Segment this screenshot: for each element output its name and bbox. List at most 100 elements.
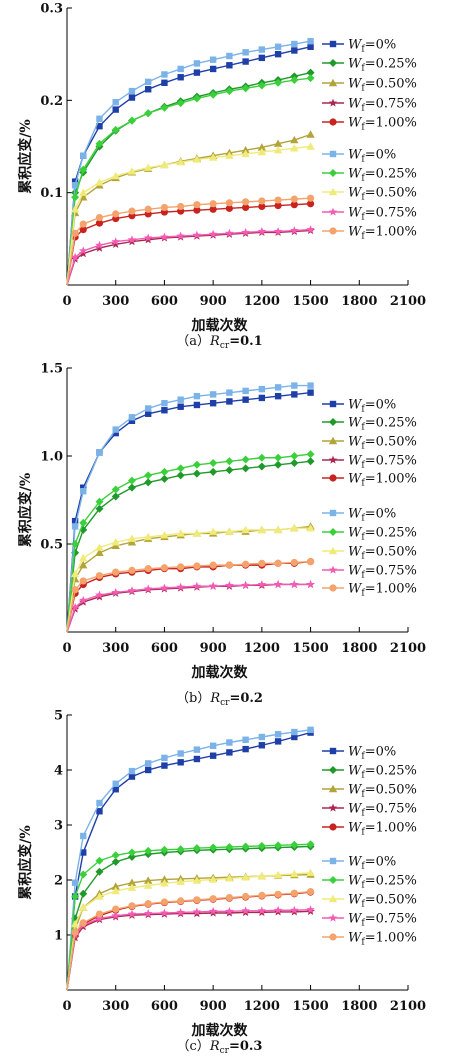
data-point — [273, 145, 283, 154]
data-point — [128, 94, 136, 101]
data-point — [127, 116, 136, 125]
series-6 — [66, 382, 314, 633]
series-10 — [66, 558, 315, 633]
series-line — [66, 145, 311, 286]
data-point — [160, 879, 169, 887]
legend-marker — [329, 40, 337, 48]
data-point — [274, 841, 283, 850]
data-point — [95, 572, 104, 580]
legend-label: Wf=0% — [348, 745, 396, 762]
data-point — [257, 143, 267, 151]
chart-panel-2: 0.5 1.0 1.5 0 300 600 900 1200 1500 1800 2100 加载次数 累… — [17, 362, 426, 709]
data-point — [258, 385, 266, 393]
legend-label: Wf=0% — [348, 148, 396, 165]
data-point — [127, 534, 137, 542]
legend-marker — [328, 436, 338, 445]
legend-label: Wf=0.25% — [348, 416, 417, 433]
data-point — [79, 220, 87, 228]
data-point — [257, 226, 267, 236]
legend-entry: Wf=0.25% — [322, 764, 417, 781]
data-point — [95, 504, 104, 513]
data-point — [71, 879, 79, 886]
data-point — [242, 198, 250, 206]
legend-label: Wf=0.50% — [348, 783, 417, 800]
data-point — [257, 906, 267, 915]
series-line — [66, 873, 311, 991]
data-point — [79, 188, 88, 196]
series-line — [66, 560, 311, 633]
x-tick-label: 300 — [102, 999, 129, 1014]
data-point — [112, 429, 119, 437]
x-tick-label: 1200 — [244, 294, 280, 309]
data-point — [209, 561, 217, 569]
data-point — [258, 891, 266, 900]
data-point — [79, 560, 88, 569]
legend-marker — [328, 894, 338, 903]
x-tick-label: 1500 — [292, 999, 328, 1014]
y-tick-label: 5 — [54, 709, 63, 724]
data-point — [225, 466, 234, 475]
data-point — [306, 142, 315, 150]
data-point — [71, 517, 79, 525]
data-point — [112, 426, 119, 433]
legend-marker — [329, 766, 337, 774]
data-point — [209, 90, 218, 99]
data-point — [290, 226, 299, 235]
data-point — [209, 843, 218, 852]
series-7 — [66, 74, 315, 286]
series-line — [66, 71, 311, 286]
series-3 — [66, 870, 315, 991]
data-point — [176, 582, 185, 591]
legend-marker — [329, 584, 337, 592]
legend-entry: Wf=0.50% — [322, 545, 417, 562]
data-point — [193, 206, 201, 214]
data-point — [241, 227, 250, 237]
data-point — [79, 518, 88, 527]
data-point — [176, 529, 185, 537]
data-point — [71, 229, 79, 237]
data-point — [95, 892, 104, 900]
data-point — [306, 523, 315, 532]
legend-entry: Wf=0.25% — [322, 526, 417, 543]
data-point — [273, 139, 283, 147]
series-line — [66, 583, 311, 633]
legend-entry: Wf=0% — [322, 398, 396, 415]
legend-marker — [328, 803, 338, 812]
data-point — [242, 49, 249, 56]
data-point — [127, 883, 137, 891]
data-point — [111, 587, 120, 597]
data-point — [128, 417, 136, 424]
x-tick-label: 1800 — [341, 641, 377, 656]
legend-label: Wf=0.25% — [348, 57, 417, 74]
data-point — [306, 74, 315, 83]
data-point — [112, 786, 119, 793]
data-point — [176, 99, 185, 108]
data-point — [258, 46, 266, 53]
data-point — [144, 410, 152, 417]
legend-marker — [328, 784, 338, 793]
legend-entry: Wf=0.75% — [322, 802, 417, 819]
series-7 — [66, 840, 315, 991]
data-point — [127, 235, 137, 244]
data-point — [95, 243, 104, 252]
series-5 — [66, 200, 315, 286]
data-point — [95, 867, 104, 876]
data-point — [193, 60, 201, 67]
legend-label: Wf=0.75% — [348, 97, 417, 114]
data-point — [96, 122, 103, 130]
data-point — [306, 868, 315, 877]
data-point — [176, 157, 185, 166]
data-point — [273, 870, 283, 879]
data-point — [176, 907, 185, 917]
legend-marker — [328, 565, 338, 574]
series-6 — [66, 726, 314, 991]
data-point — [290, 905, 299, 914]
data-point — [80, 488, 87, 495]
data-point — [160, 467, 169, 476]
data-point — [307, 38, 314, 45]
legend-entry: Wf=1.00% — [322, 472, 417, 489]
data-point — [242, 58, 249, 65]
x-tick-label: 900 — [200, 999, 227, 1014]
legend-marker — [329, 933, 337, 941]
legend-marker — [328, 913, 338, 922]
